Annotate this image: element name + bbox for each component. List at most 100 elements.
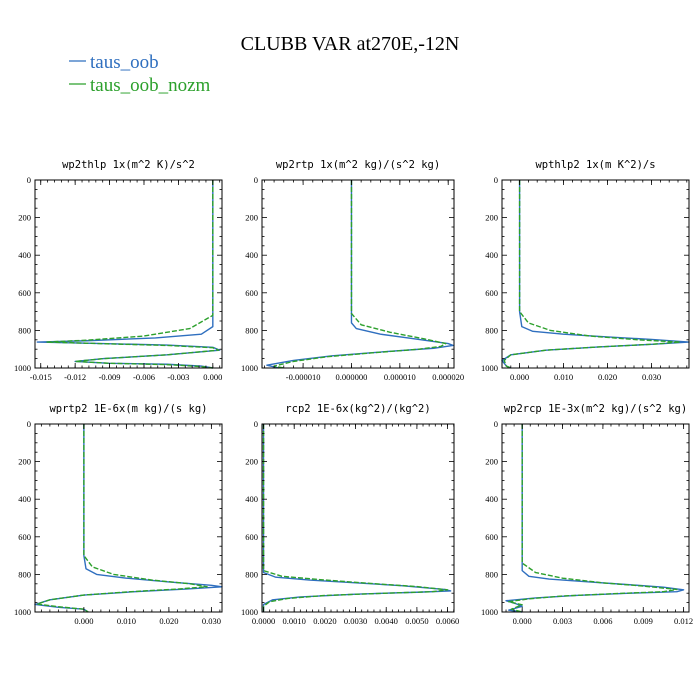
- series-line: [36, 424, 208, 613]
- legend-label: taus_oob_nozm: [90, 75, 211, 96]
- x-tick-label: 0.0060: [436, 616, 459, 626]
- legend-entry: taus_oob_nozm: [69, 75, 211, 96]
- profile-panel: wp2thlp 1x(m^2 K)/s^202004006008001000-0…: [14, 159, 223, 382]
- panel-title: wpthlp2 1x(m K^2)/s: [535, 159, 655, 171]
- profile-panel: rcp2 1E-6x(kg^2)/(kg^2) 0 200 400 600 800 1000…: [241, 403, 459, 626]
- series-line: [45, 180, 220, 369]
- series-line: [262, 424, 452, 612]
- y-tick-label: 200: [245, 213, 258, 223]
- profile-panel: wp2rcp 1E-3x(m^2 kg)/(s^2 kg) 0 200 400 600 8…: [481, 403, 693, 626]
- y-tick-label: 400: [485, 494, 498, 504]
- series-line: [505, 424, 685, 613]
- y-tick-label: 600: [18, 532, 31, 542]
- panel-title: wp2rcp 1E-3x(m^2 kg)/(s^2 kg): [504, 403, 687, 415]
- axis-frame: [261, 423, 455, 613]
- x-tick-label: 0.030: [202, 616, 221, 626]
- series-line: [503, 180, 681, 369]
- y-tick-label: 600: [245, 288, 258, 298]
- x-tick-label: 0.0020: [313, 616, 336, 626]
- profile-panel: wprtp2 1E-6x(m kg)/(s kg) 0 200 400 600 800 10…: [14, 403, 223, 626]
- x-tick-label: -0.015: [30, 372, 52, 382]
- series-line: [36, 180, 221, 369]
- figure-title: CLUBB VAR at270E,-12N: [241, 33, 460, 55]
- x-tick-label: 0.0030: [344, 616, 367, 626]
- y-tick-label: 1000: [241, 607, 258, 617]
- y-tick-label: 400: [245, 250, 258, 260]
- y-tick-label: 0: [494, 175, 498, 185]
- y-tick-label: 400: [485, 250, 498, 260]
- y-tick-label: 800: [18, 569, 31, 579]
- series-line: [262, 424, 449, 612]
- x-tick-label: -0.006: [133, 372, 155, 382]
- legend-label: taus_oob: [90, 52, 159, 73]
- y-tick-label: 1000: [14, 607, 31, 617]
- legend-entry: taus_oob: [69, 52, 159, 73]
- x-tick-label: 0.010: [554, 372, 573, 382]
- y-tick-label: 1000: [481, 363, 498, 373]
- x-tick-label: 0.0010: [283, 616, 306, 626]
- x-tick-label: -0.009: [99, 372, 121, 382]
- x-tick-label: 0.012: [674, 616, 693, 626]
- y-tick-label: 400: [18, 250, 31, 260]
- y-tick-label: 400: [245, 494, 258, 504]
- y-tick-label: 600: [485, 288, 498, 298]
- x-tick-label: 0.000: [510, 372, 529, 382]
- y-tick-label: 400: [18, 494, 31, 504]
- x-tick-label: 0.000020: [432, 372, 464, 382]
- x-tick-label: 0.020: [159, 616, 178, 626]
- x-tick-label: 0.000: [513, 616, 532, 626]
- x-tick-label: 0.006: [593, 616, 612, 626]
- x-tick-label: -0.003: [167, 372, 189, 382]
- y-tick-label: 600: [245, 532, 258, 542]
- x-tick-label: 0.000010: [384, 372, 416, 382]
- y-tick-label: 1000: [14, 363, 31, 373]
- x-tick-label: 0.0000: [252, 616, 275, 626]
- panel-title: wp2thlp 1x(m^2 K)/s^2: [62, 159, 195, 171]
- panels: wp2thlp 1x(m^2 K)/s^202004006008001000-0…: [14, 159, 693, 626]
- y-tick-label: 200: [485, 457, 498, 467]
- x-tick-label: 0.000: [74, 616, 93, 626]
- series-line: [273, 180, 447, 369]
- y-tick-label: 1000: [481, 607, 498, 617]
- y-tick-label: 800: [485, 569, 498, 579]
- x-tick-label: 0.030: [642, 372, 661, 382]
- x-tick-label: 0.0050: [405, 616, 428, 626]
- panel-title: rcp2 1E-6x(kg^2)/(kg^2): [285, 403, 430, 415]
- y-tick-label: 0: [254, 175, 258, 185]
- profile-panel: wpthlp2 1x(m K^2)/s 0 200 400 600 800 1000 0.00…: [481, 159, 690, 382]
- y-tick-label: 1000: [241, 363, 258, 373]
- x-tick-label: 0.0040: [375, 616, 398, 626]
- series-line: [508, 424, 678, 613]
- panel-title: wprtp2 1E-6x(m kg)/(s kg): [49, 403, 207, 415]
- y-tick-label: 600: [18, 288, 31, 298]
- y-tick-label: 200: [485, 213, 498, 223]
- x-tick-label: 0.000: [203, 372, 222, 382]
- y-tick-label: 200: [245, 457, 258, 467]
- y-tick-label: 0: [27, 175, 31, 185]
- axis-frame: [34, 179, 223, 369]
- y-tick-label: 200: [18, 213, 31, 223]
- y-tick-label: 0: [494, 419, 498, 429]
- x-tick-label: -0.012: [64, 372, 86, 382]
- y-tick-label: 800: [245, 569, 258, 579]
- axis-frame: [501, 423, 690, 613]
- x-tick-label: 0.000000: [336, 372, 368, 382]
- x-tick-label: -0.000010: [286, 372, 321, 382]
- series-line: [501, 180, 690, 369]
- y-tick-label: 0: [27, 419, 31, 429]
- panel-title: wp2rtp 1x(m^2 kg)/(s^2 kg): [276, 159, 440, 171]
- y-tick-label: 800: [18, 325, 31, 335]
- x-tick-label: 0.003: [553, 616, 572, 626]
- x-tick-label: 0.020: [598, 372, 617, 382]
- series-line: [266, 180, 454, 369]
- y-tick-label: 800: [245, 325, 258, 335]
- x-tick-label: 0.009: [634, 616, 653, 626]
- y-tick-label: 0: [254, 419, 258, 429]
- y-tick-label: 600: [485, 532, 498, 542]
- x-tick-label: 0.010: [117, 616, 136, 626]
- legend: taus_oob taus_oob_nozm: [69, 52, 211, 96]
- profile-panel: wp2rtp 1x(m^2 kg)/(s^2 kg) 0 200 400 600 800 1…: [241, 159, 464, 382]
- y-tick-label: 200: [18, 457, 31, 467]
- y-tick-label: 800: [485, 325, 498, 335]
